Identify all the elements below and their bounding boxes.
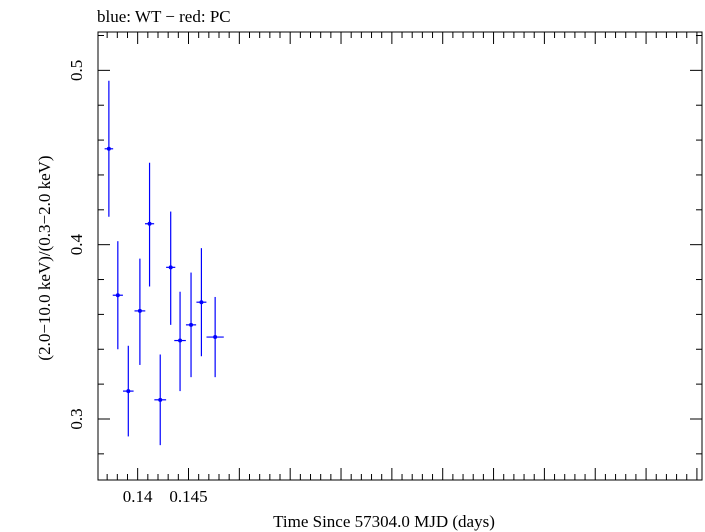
point-marker	[106, 146, 111, 151]
point-marker	[158, 397, 163, 402]
data-point	[104, 80, 114, 217]
point-marker	[168, 265, 173, 270]
plot-frame	[97, 31, 703, 481]
x-tick-label: 0.145	[169, 487, 207, 506]
y-tick-label: 0.4	[67, 234, 86, 256]
x-tick-label: 0.14	[123, 487, 153, 506]
axis-ticks	[98, 32, 702, 480]
data-point	[144, 162, 155, 287]
y-tick-label: 0.3	[67, 408, 86, 429]
data-point	[166, 211, 176, 325]
point-marker	[115, 293, 120, 298]
point-marker	[213, 335, 218, 340]
data-points	[104, 80, 224, 446]
y-axis-label: (2.0−10.0 keV)/(0.3−2.0 keV)	[35, 155, 54, 360]
axis-tick-labels: 0.14 0.145 0.3 0.4 0.5	[67, 60, 208, 506]
data-point	[134, 258, 146, 365]
data-point	[206, 296, 224, 378]
data-point	[196, 248, 207, 357]
data-point	[112, 241, 123, 350]
data-point	[174, 291, 186, 392]
data-point	[123, 345, 134, 437]
point-marker	[178, 338, 183, 343]
point-marker	[137, 308, 142, 313]
data-point	[154, 354, 167, 446]
point-marker	[189, 322, 194, 327]
point-marker	[147, 221, 152, 226]
y-tick-label: 0.5	[67, 60, 86, 81]
x-axis-label: Time Since 57304.0 MJD (days)	[273, 512, 495, 531]
data-point	[185, 272, 197, 378]
point-marker	[126, 389, 131, 394]
point-marker	[199, 300, 204, 305]
chart-title: blue: WT − red: PC	[97, 7, 231, 26]
